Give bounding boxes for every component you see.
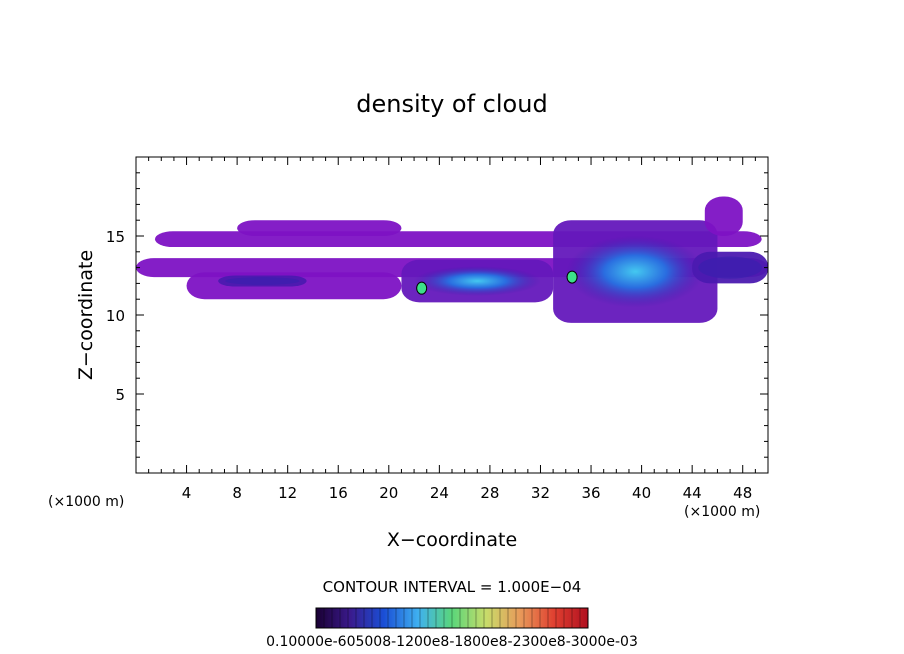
chart-title: density of cloud xyxy=(356,90,547,118)
cloud-region-left-top-bump xyxy=(237,220,402,236)
cloud-core-mid-active-cloud xyxy=(413,266,541,296)
y-axis-label: Z−coordinate xyxy=(75,250,97,380)
x-tick-label: 28 xyxy=(480,484,499,502)
x-tick-label: 20 xyxy=(379,484,398,502)
cloud-region-right-turret xyxy=(704,196,743,236)
colorbar-labels: 0.10000e-605008-1200e8-1800e8-2300e8-300… xyxy=(266,634,638,650)
y-tick-label: 10 xyxy=(106,307,125,325)
x-tick-label: 12 xyxy=(278,484,297,502)
contour-mark xyxy=(566,270,578,284)
x-unit-right: (×1000 m) xyxy=(684,504,760,520)
x-tick-label: 8 xyxy=(232,484,242,502)
cloud-core-right-lower-cloud xyxy=(698,256,762,279)
y-tick-label: 15 xyxy=(106,228,125,246)
x-tick-label: 32 xyxy=(531,484,550,502)
x-tick-label: 16 xyxy=(329,484,348,502)
x-unit-left: (×1000 m) xyxy=(48,494,124,510)
x-tick-label: 44 xyxy=(683,484,702,502)
cloud-core-left-cloud-core xyxy=(225,277,300,285)
x-axis-label: X−coordinate xyxy=(387,529,517,551)
x-tick-label: 48 xyxy=(733,484,752,502)
x-tick-label: 36 xyxy=(581,484,600,502)
x-tick-label: 40 xyxy=(632,484,651,502)
x-tick-label: 24 xyxy=(430,484,449,502)
cloud-core-right-active-cloud xyxy=(566,235,705,308)
density-field xyxy=(136,196,768,323)
x-tick-label: 4 xyxy=(182,484,192,502)
y-tick-label: 5 xyxy=(115,386,125,404)
contour-interval-label: CONTOUR INTERVAL = 1.000E−04 xyxy=(323,578,582,596)
axis-ticks xyxy=(136,157,768,473)
contour-mark xyxy=(416,281,428,295)
colorbar-ticks xyxy=(323,608,581,628)
